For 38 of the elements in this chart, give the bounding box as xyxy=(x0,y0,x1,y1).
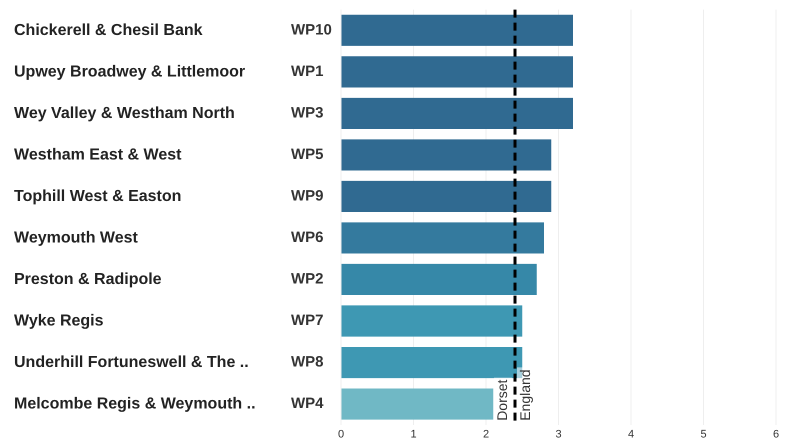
y2-tick-label: WP4 xyxy=(291,395,324,412)
y-tick-label: Tophill West & Easton xyxy=(14,188,182,205)
y-tick-label: Weymouth West xyxy=(14,229,139,246)
y2-tick-label: WP8 xyxy=(291,354,324,371)
bar xyxy=(342,388,494,420)
bar xyxy=(342,180,552,212)
y-tick-label: Upwey Broadwey & Littlemoor xyxy=(14,63,246,80)
bar xyxy=(342,139,552,170)
y-tick-label: Chickerell & Chesil Bank xyxy=(14,22,203,39)
x-tick-label: 0 xyxy=(338,428,344,440)
bar xyxy=(342,56,573,88)
x-tick-label: 3 xyxy=(555,428,562,440)
x-tick-label: 6 xyxy=(772,428,780,440)
y-tick-label: Wyke Regis xyxy=(14,312,104,330)
y2-tick-label: WP2 xyxy=(291,270,324,288)
x-tick-label: 5 xyxy=(700,428,707,440)
bar xyxy=(342,98,573,129)
y-tick-label: Melcombe Regis & Weymouth .. xyxy=(14,395,256,412)
y-tick-label: Wey Valley & Westham North xyxy=(14,104,235,122)
y2-tick-label: WP9 xyxy=(291,188,324,205)
bar xyxy=(342,14,573,46)
ref-line-label: Dorset xyxy=(494,379,510,421)
bar xyxy=(342,305,522,337)
x-tick-label: 1 xyxy=(410,428,417,440)
bar xyxy=(342,264,537,296)
y2-tick-label: WP10 xyxy=(291,22,332,38)
y2-tick-label: WP5 xyxy=(291,146,324,164)
x-tick-label: 4 xyxy=(628,428,634,440)
y-tick-label: Westham East & West xyxy=(14,146,182,164)
annotation: England xyxy=(516,369,533,421)
x-tick-label: 2 xyxy=(482,428,490,440)
bar xyxy=(342,222,544,254)
y2-tick-label: WP6 xyxy=(291,229,324,246)
y2-tick-label: WP1 xyxy=(291,63,324,80)
y2-tick-label: WP7 xyxy=(291,312,324,330)
y-tick-label: Preston & Radipole xyxy=(14,270,162,288)
y2-tick-label: WP3 xyxy=(291,104,324,122)
y-tick-label: Underhill Fortuneswell & The .. xyxy=(14,354,249,371)
